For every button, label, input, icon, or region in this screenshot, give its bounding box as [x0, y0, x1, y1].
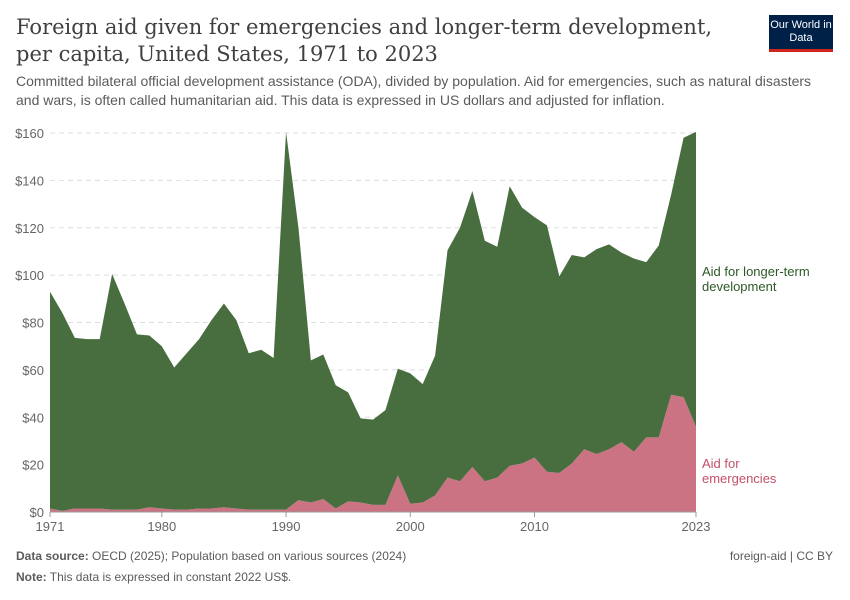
x-tick-label: 1980	[147, 519, 176, 534]
area-longer-term-development	[50, 131, 696, 511]
note: Note: This data is expressed in constant…	[16, 570, 291, 584]
source-text[interactable]: OECD (2025); Population based on various…	[92, 549, 407, 563]
series-label: emergencies	[702, 471, 777, 486]
series-label: Aid for	[702, 456, 740, 471]
y-tick-label: $100	[15, 268, 44, 283]
chart-title: Foreign aid given for emergencies and lo…	[16, 15, 713, 66]
license[interactable]: foreign-aid | CC BY	[729, 549, 833, 563]
y-tick-label: $120	[15, 221, 44, 236]
x-tick-label: 2010	[520, 519, 549, 534]
owid-logo[interactable]: Our World in Data	[769, 15, 833, 52]
y-tick-label: $140	[15, 173, 44, 188]
note-text: This data is expressed in constant 2022 …	[49, 570, 292, 584]
series-label: Aid for longer-term	[702, 264, 810, 279]
chart-subtitle: Committed bilateral official development…	[16, 73, 812, 108]
series-label: development	[702, 279, 777, 294]
note-label: Note:	[16, 570, 47, 584]
data-source: Data source: OECD (2025); Population bas…	[16, 549, 406, 563]
y-tick-label: $160	[15, 126, 44, 141]
x-tick-label: 2000	[396, 519, 425, 534]
source-label: Data source:	[16, 549, 89, 563]
y-tick-label: $60	[22, 363, 44, 378]
x-tick-label: 1971	[36, 519, 65, 534]
area-emergencies	[50, 394, 696, 512]
y-tick-label: $20	[22, 458, 44, 473]
x-tick-label: 2023	[682, 519, 711, 534]
logo-text: Our World in Data	[770, 19, 832, 44]
y-tick-label: $40	[22, 410, 44, 425]
y-tick-label: $80	[22, 316, 44, 331]
y-tick-label: $0	[30, 505, 44, 520]
x-tick-label: 1990	[272, 519, 301, 534]
